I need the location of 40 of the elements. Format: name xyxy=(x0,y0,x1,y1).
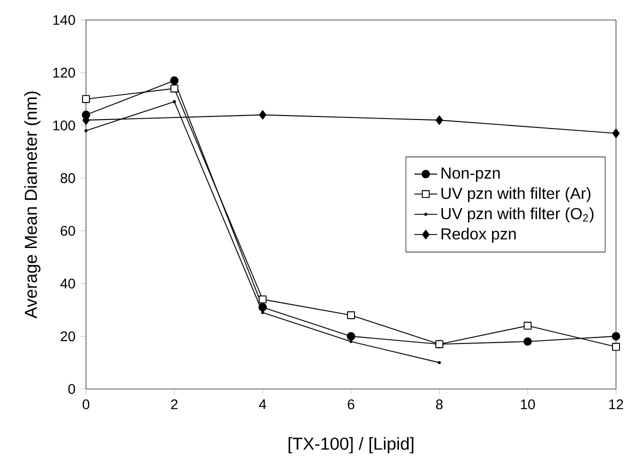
x-axis-title: [TX-100] / [Lipid] xyxy=(288,437,414,454)
point xyxy=(523,337,532,346)
legend-label: UV pzn with filter (Ar) xyxy=(442,187,590,202)
y-axis-title: Average Mean Diameter (nm) xyxy=(24,92,40,318)
x-tick-label: 10 xyxy=(520,399,535,410)
point xyxy=(349,340,353,344)
legend-label: Redox pzn xyxy=(442,228,516,243)
y-tick-label: 80 xyxy=(60,173,76,184)
point xyxy=(170,84,178,92)
point xyxy=(84,129,88,132)
point xyxy=(612,332,620,340)
point xyxy=(172,100,176,104)
y-tick-label: 20 xyxy=(60,331,76,342)
x-tick-label: 6 xyxy=(348,399,354,410)
point xyxy=(258,295,267,304)
y-tick-label: 0 xyxy=(68,384,76,394)
legend-label: Non-pzn xyxy=(442,168,500,182)
point xyxy=(524,322,532,330)
x-tick-label: 0 xyxy=(82,399,90,410)
x-tick-label: 12 xyxy=(609,399,624,410)
point xyxy=(438,361,441,364)
point xyxy=(259,110,266,120)
y-tick-label: 40 xyxy=(60,278,76,289)
point xyxy=(612,128,620,138)
point xyxy=(261,311,264,314)
point xyxy=(436,115,444,125)
legend-label: UV pzn with filter (O$_{2}$) xyxy=(442,208,594,222)
x-tick-label: 2 xyxy=(171,399,178,410)
y-tick-label: 100 xyxy=(53,120,76,130)
point xyxy=(258,303,267,312)
x-tick-label: 8 xyxy=(436,399,443,410)
x-tick-label: 4 xyxy=(259,399,266,410)
point xyxy=(82,95,90,103)
point xyxy=(170,76,179,85)
y-tick-label: 120 xyxy=(53,68,76,78)
point xyxy=(346,332,356,340)
point xyxy=(347,311,355,320)
y-tick-label: 60 xyxy=(60,226,76,236)
y-tick-label: 140 xyxy=(53,15,76,25)
point xyxy=(612,342,620,351)
